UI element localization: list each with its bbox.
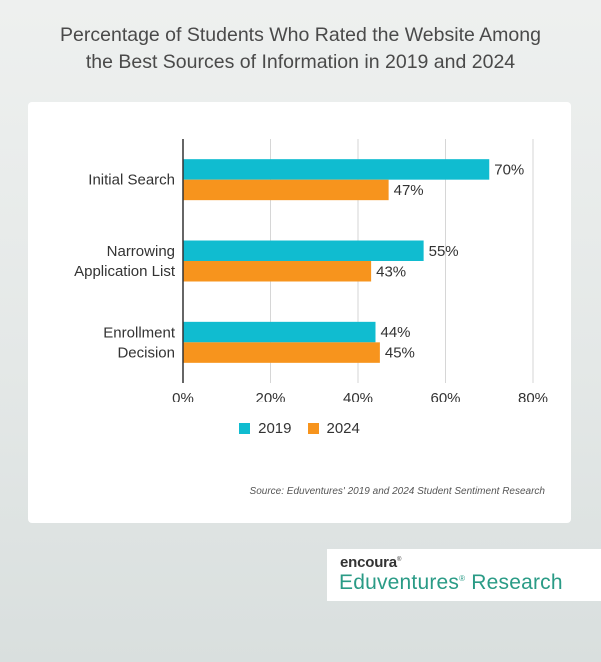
legend-swatch-2024: [307, 423, 319, 434]
legend-swatch-2019: [239, 423, 251, 434]
x-tick-label: 20%: [255, 390, 285, 402]
legend-label-2019: 2019: [258, 420, 292, 437]
category-label: Enrollment: [103, 324, 176, 341]
bar-2024: [183, 179, 389, 201]
legend-item-2024: 2024: [307, 420, 360, 437]
bar-2019: [183, 321, 376, 343]
x-tick-label: 80%: [518, 390, 548, 402]
x-tick-label: 60%: [430, 390, 460, 402]
category-label: Application List: [74, 263, 176, 280]
category-label: Narrowing: [107, 243, 175, 260]
source-note: Source: Eduventures' 2019 and 2024 Stude…: [249, 486, 545, 497]
bar-chart: 0% 20% 40% 60% 80% 70% 47% Initial Search 55% 43%…: [74, 139, 548, 402]
data-label: 70%: [494, 161, 524, 178]
legend-item-2019: 2019: [239, 420, 292, 437]
chart-card: 0% 20% 40% 60% 80% 70% 47% Initial Search 55% 43%…: [28, 102, 571, 523]
chart-title: Percentage of Students Who Rated the Web…: [0, 22, 601, 76]
bar-2019: [183, 159, 490, 180]
legend: 2019 2024: [28, 420, 571, 437]
data-label: 45%: [385, 345, 415, 362]
category-label: Initial Search: [88, 172, 175, 189]
chart-title-line-2: the Best Sources of Information in 2019 …: [85, 51, 516, 73]
category-label: Decision: [117, 344, 175, 361]
bar-2019: [183, 240, 424, 261]
legend-label-2024: 2024: [326, 420, 360, 437]
data-label: 47%: [394, 182, 424, 199]
encoura-logo: encoura®: [340, 554, 402, 571]
bar-2024: [183, 342, 380, 363]
data-label: 55%: [429, 243, 459, 260]
x-tick-label: 40%: [343, 390, 373, 402]
chart-title-line-1: Percentage of Students Who Rated the Web…: [60, 24, 541, 46]
eduventures-research-logo: Eduventures® Research: [339, 571, 563, 594]
bar-2024: [183, 261, 372, 282]
brand-logo: encoura® Eduventures® Research: [327, 549, 601, 601]
data-label: 44%: [381, 324, 411, 341]
data-label: 43%: [376, 263, 406, 280]
x-tick-label: 0%: [172, 390, 194, 402]
